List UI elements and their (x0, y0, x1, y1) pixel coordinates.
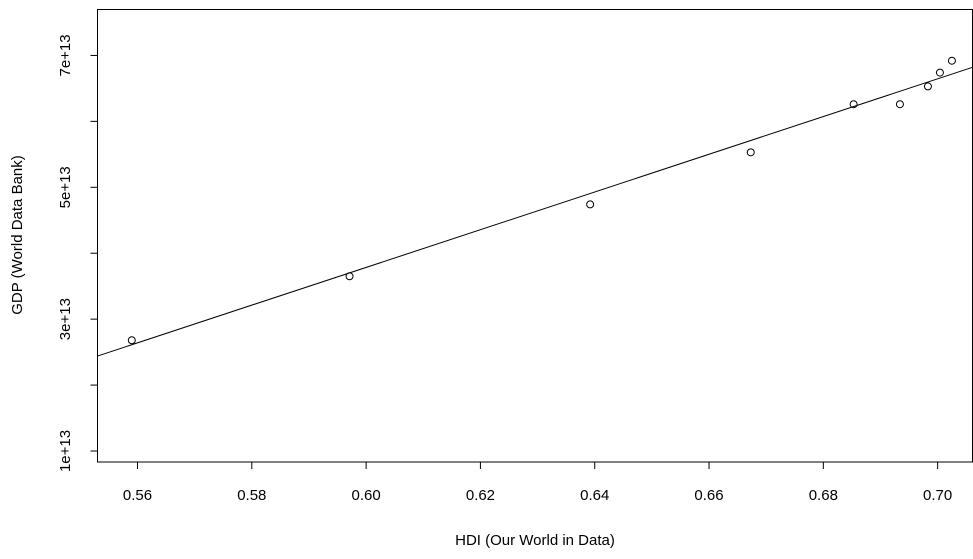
point (923, 82, 932, 91)
y-tick-label: 1e+13 (57, 430, 74, 472)
x-tick-label: 0.56 (123, 487, 152, 504)
point (947, 56, 956, 65)
x-axis-label: HDI (Our World in Data) (455, 532, 615, 549)
point (849, 100, 858, 109)
point (345, 272, 354, 281)
y-tick-label: 5e+13 (57, 166, 74, 208)
plot-frame (97, 9, 973, 463)
x-tick-label: 0.66 (694, 487, 723, 504)
x-tick-label: 0.68 (809, 487, 838, 504)
x-tick-label: 0.62 (466, 487, 495, 504)
fit-line (97, 66, 973, 357)
point (746, 148, 755, 157)
x-tick-label: 0.70 (923, 487, 952, 504)
point (895, 100, 904, 109)
x-tick-label: 0.64 (580, 487, 609, 504)
point (935, 68, 944, 77)
y-axis-label: GDP (World Data Bank) (9, 155, 26, 315)
x-tick-label: 0.58 (237, 487, 266, 504)
x-tick-label: 0.60 (352, 487, 381, 504)
point (586, 200, 595, 209)
y-tick-label: 3e+13 (57, 298, 74, 340)
point (127, 336, 136, 345)
y-tick-label: 7e+13 (57, 34, 74, 76)
